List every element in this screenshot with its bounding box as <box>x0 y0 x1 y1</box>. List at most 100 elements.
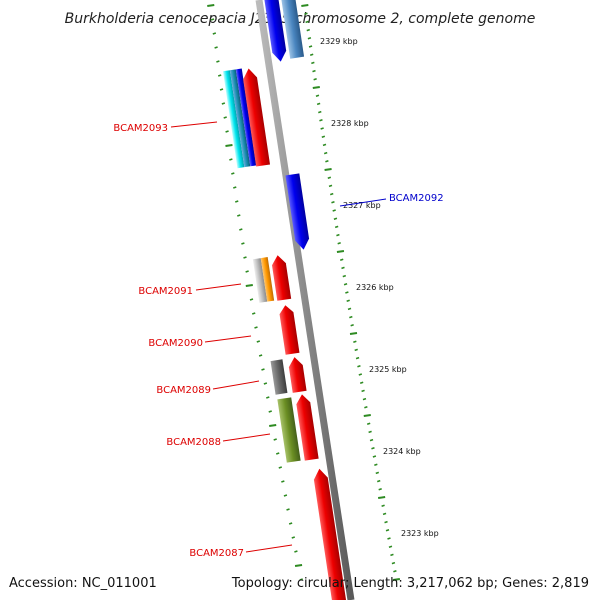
outer-tick-track <box>301 4 401 581</box>
gene-olive-bcam2088[interactable] <box>277 397 301 463</box>
scale-tick <box>385 529 390 532</box>
scale-tick <box>388 545 393 548</box>
scale-tick <box>325 160 329 163</box>
gene-blue-top[interactable] <box>263 0 287 63</box>
scale-tick <box>217 74 222 77</box>
scale-tick <box>266 396 270 399</box>
scale-tick <box>393 570 397 573</box>
scale-tick <box>349 332 358 335</box>
scale-tick <box>312 86 320 89</box>
scale-tick <box>263 382 268 385</box>
scale-tick <box>378 488 382 491</box>
scale-tick <box>318 110 322 114</box>
kbp-scale: 2329 kbp 2328 kbp 2327 kbp 2326 kbp 2325… <box>320 37 439 538</box>
gene-steelblue-top[interactable] <box>280 0 305 59</box>
scale-tick <box>241 242 245 245</box>
gene-red-bcam2093[interactable] <box>242 68 271 167</box>
scale-tick <box>231 172 235 175</box>
leader-line <box>195 283 242 291</box>
scale-tick <box>328 184 333 188</box>
scale-tick <box>336 250 345 253</box>
kbp-label: 2323 kbp <box>401 529 439 538</box>
scale-tick <box>214 46 218 49</box>
scale-tick <box>327 176 332 179</box>
gene-label-bcam2089[interactable]: BCAM2089 <box>156 385 211 396</box>
scale-tick <box>245 270 249 273</box>
leader-line <box>212 380 260 390</box>
scale-tick <box>342 274 347 278</box>
map-title: Burkholderia cenocepacia J2315 chromosom… <box>65 11 536 27</box>
scale-tick <box>233 186 237 189</box>
gene-gray-bcam2091[interactable] <box>252 258 268 303</box>
scale-tick <box>278 466 283 469</box>
scale-tick <box>357 365 361 368</box>
chromosome-backbone <box>255 0 355 600</box>
scale-tick <box>384 520 388 524</box>
scale-tick <box>392 578 401 581</box>
scale-tick <box>237 214 241 217</box>
scale-tick <box>299 578 303 581</box>
gene-red-bcam2087[interactable] <box>312 468 347 600</box>
scale-tick <box>254 326 258 329</box>
gene-teal-bcam2093[interactable] <box>229 69 251 168</box>
scale-tick <box>221 102 226 105</box>
scale-tick <box>268 410 272 413</box>
gene-red-bcam2089[interactable] <box>288 356 307 393</box>
kbp-label: 2326 kbp <box>356 283 394 292</box>
gene-blue-bcam2092[interactable] <box>285 173 310 250</box>
scale-tick <box>311 61 315 65</box>
scale-tick <box>382 512 387 516</box>
scale-tick <box>329 192 334 196</box>
scale-tick <box>225 144 233 147</box>
scale-tick <box>353 340 357 343</box>
scale-tick <box>391 561 396 565</box>
gene-blue-bcam2093[interactable] <box>235 68 257 167</box>
scale-tick <box>219 88 224 91</box>
gene-label-bcam2087[interactable]: BCAM2087 <box>189 548 244 559</box>
scale-tick <box>223 116 227 119</box>
scale-tick <box>288 522 293 525</box>
kbp-label: 2328 kbp <box>331 119 369 128</box>
scale-tick <box>390 553 394 557</box>
scale-tick <box>258 354 263 357</box>
scale-tick <box>364 406 368 409</box>
scale-tick <box>273 438 277 441</box>
scale-tick <box>343 283 348 286</box>
gene-red-bcam2091[interactable] <box>271 254 292 301</box>
gene-darkgray-bcam2089[interactable] <box>270 359 288 395</box>
scale-tick <box>375 471 380 475</box>
gene-orange-bcam2091[interactable] <box>260 257 275 302</box>
scale-tick <box>320 127 324 130</box>
scale-tick <box>313 78 317 81</box>
scale-tick <box>324 168 332 171</box>
scale-tick <box>333 217 338 220</box>
scale-tick <box>362 397 367 401</box>
scale-tick <box>315 94 320 97</box>
scale-tick <box>339 258 344 261</box>
gene-cyan-bcam2093[interactable] <box>222 70 245 169</box>
scale-tick <box>358 373 363 376</box>
scale-tick <box>372 455 377 458</box>
gene-red-bcam2090[interactable] <box>278 304 300 355</box>
gene-label-bcam2090[interactable]: BCAM2090 <box>148 338 203 349</box>
kbp-label: 2325 kbp <box>369 365 407 374</box>
scale-tick <box>355 356 360 360</box>
scale-tick <box>336 233 340 237</box>
scale-tick <box>239 228 243 231</box>
scale-tick <box>225 130 229 133</box>
gene-label-bcam2093[interactable]: BCAM2093 <box>113 123 168 134</box>
scale-tick <box>249 298 254 301</box>
scale-tick <box>319 119 323 122</box>
gene-red-bcam2088[interactable] <box>295 393 319 461</box>
scale-tick <box>359 381 364 384</box>
gene-label-bcam2092[interactable]: BCAM2092 <box>389 193 444 204</box>
gene-labels: BCAM2093 BCAM2092 BCAM2091 BCAM2090 BCAM… <box>113 121 444 559</box>
scale-tick <box>322 143 327 147</box>
scale-tick <box>307 37 312 40</box>
gene-label-bcam2091[interactable]: BCAM2091 <box>138 286 193 297</box>
leader-line <box>170 121 218 128</box>
gene-label-bcam2088[interactable]: BCAM2088 <box>166 437 221 448</box>
scale-tick <box>354 348 358 352</box>
scale-tick <box>374 463 378 466</box>
